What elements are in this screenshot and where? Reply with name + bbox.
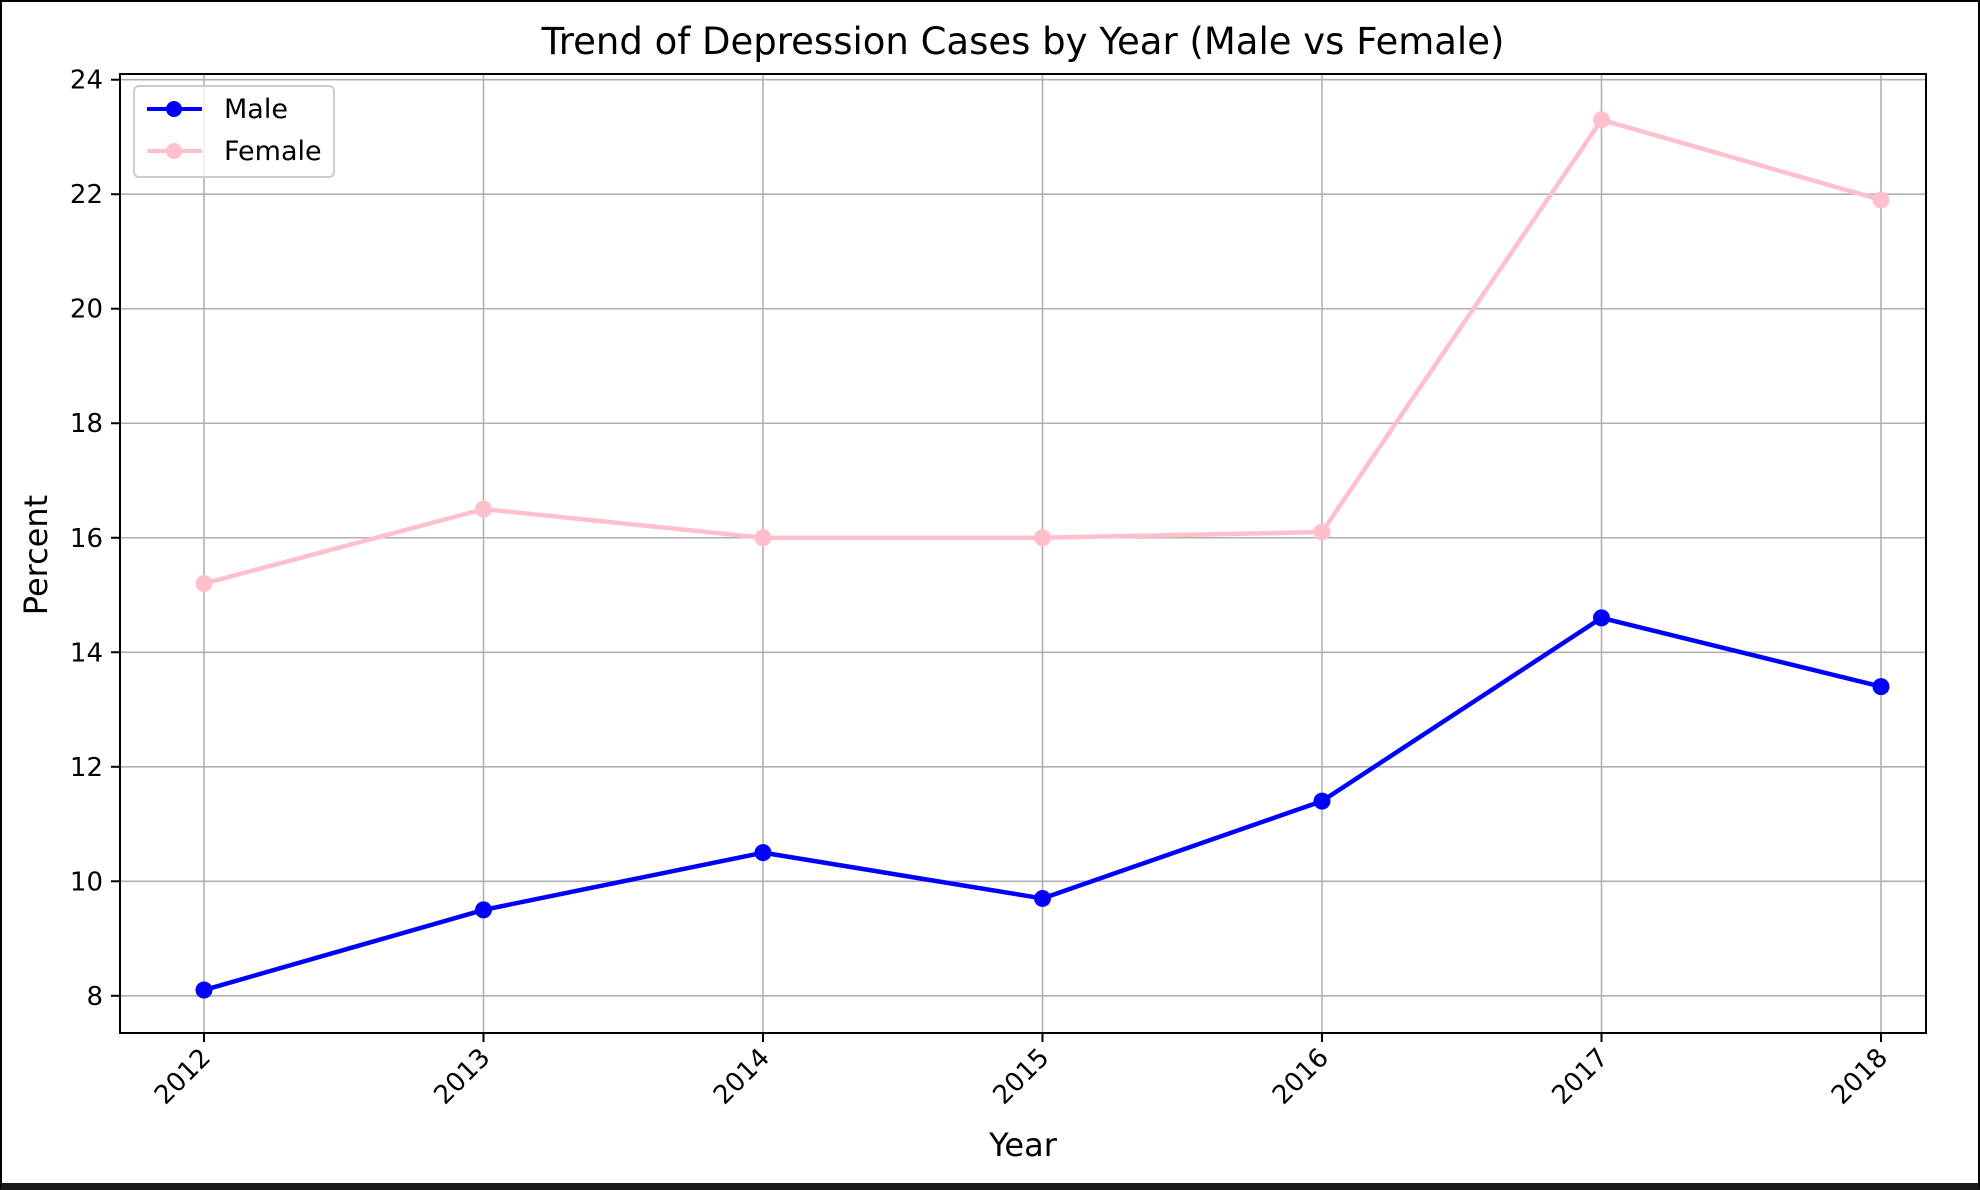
chart-title: Trend of Depression Cases by Year (Male … [541, 20, 1505, 63]
data-point-female [1313, 523, 1331, 541]
x-tick-label: 2013 [428, 1043, 496, 1111]
y-axis-label: Percent [17, 495, 55, 615]
x-tick-label: 2018 [1826, 1043, 1894, 1111]
y-tick-label: 16 [70, 524, 103, 554]
y-tick-label: 18 [70, 409, 103, 439]
data-point-male [1593, 609, 1610, 627]
data-point-male [195, 981, 213, 999]
legend-marker-male [166, 101, 182, 117]
x-tick-label: 2016 [1267, 1043, 1335, 1111]
data-point-female [475, 500, 492, 518]
x-tick-label: 2015 [987, 1043, 1055, 1111]
data-point-male [1313, 792, 1331, 810]
data-point-male [754, 844, 772, 862]
data-point-male [1034, 889, 1051, 907]
axis-ticks: 2012 2013 2014 2015 2016 2017 2018 8 10 12 14 16 18 2… [70, 66, 1894, 1111]
legend-marker-female [166, 143, 182, 159]
y-tick-label: 12 [70, 753, 103, 783]
data-point-male [475, 901, 492, 919]
x-tick-label: 2014 [708, 1043, 776, 1111]
y-tick-label: 24 [70, 66, 103, 96]
y-tick-label: 8 [86, 982, 103, 1012]
plot-area-frame [119, 73, 1927, 1034]
y-tick-label: 14 [70, 638, 103, 668]
legend-label-male: Male [224, 94, 288, 125]
data-point-female [1034, 529, 1051, 547]
data-point-female [1872, 191, 1890, 209]
legend: Male Female [133, 85, 335, 178]
y-tick-label: 20 [70, 295, 103, 325]
y-tick-label: 22 [70, 180, 103, 210]
data-point-female [754, 529, 772, 547]
grid-lines [120, 74, 1926, 1033]
x-axis-label: Year [988, 1126, 1058, 1164]
y-tick-label: 10 [70, 867, 103, 897]
data-point-female [195, 575, 213, 593]
x-tick-label: 2017 [1546, 1043, 1614, 1111]
x-tick-label: 2012 [149, 1043, 217, 1111]
data-point-male [1872, 678, 1890, 696]
legend-label-female: Female [224, 136, 322, 167]
data-point-female [1593, 111, 1610, 129]
series-lines [195, 111, 1890, 999]
